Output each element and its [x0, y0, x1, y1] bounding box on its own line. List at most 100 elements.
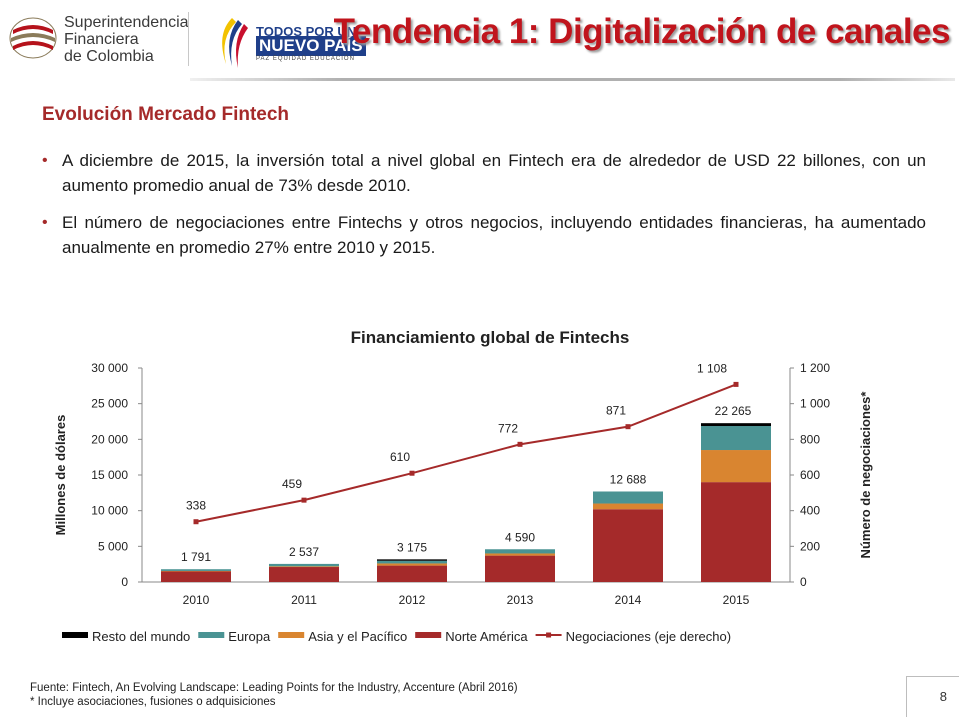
bar-total-label: 1 791	[181, 550, 211, 564]
legend-label: Resto del mundo	[92, 629, 190, 644]
legend-label: Negociaciones (eje derecho)	[566, 629, 731, 644]
slide-title: Tendencia 1: Digitalización de canales	[333, 12, 951, 51]
bar-segment-asia-y-el-pac-fico	[701, 450, 771, 483]
superintendencia-emblem-icon	[9, 17, 57, 59]
negotiations-point	[409, 470, 415, 476]
bar-total-label: 3 175	[397, 540, 427, 554]
page-number-box: 8	[906, 676, 959, 717]
legend-label: Norte América	[445, 629, 528, 644]
negotiations-label: 459	[282, 477, 302, 491]
y2-tick-label: 1 200	[800, 361, 830, 375]
bar-segment-resto-del-mundo	[701, 423, 771, 427]
footer: Fuente: Fintech, An Evolving Landscape: …	[30, 681, 518, 709]
negotiations-point	[517, 441, 523, 447]
bullet-icon: •	[42, 214, 48, 231]
y-tick-label: 0	[121, 575, 128, 589]
bar-segment-europa	[485, 549, 555, 554]
x-tick-label: 2014	[615, 593, 642, 607]
y-tick-label: 30 000	[91, 361, 128, 375]
page-number: 8	[939, 689, 947, 704]
bullet-item: • El número de negociaciones entre Finte…	[42, 210, 926, 260]
y2-tick-label: 200	[800, 539, 820, 553]
legend-swatch	[278, 632, 305, 638]
bar-segment-europa	[269, 563, 339, 567]
negotiations-label: 1 108	[697, 361, 727, 375]
x-tick-label: 2013	[507, 593, 534, 607]
y-tick-label: 20 000	[91, 432, 128, 446]
bar-segment-asia-y-el-pac-fico	[593, 503, 663, 510]
todos-por-un-nuevo-pais-logo: TODOS POR UN NUEVO PAÍS PAZ EQUIDAD EDUC…	[212, 14, 366, 70]
bar-segment-norte-am-rica	[377, 565, 447, 582]
bar-segment-norte-am-rica	[485, 555, 555, 582]
negotiations-label: 772	[498, 421, 518, 435]
negotiations-label: 871	[606, 404, 626, 418]
legend-label: Europa	[228, 629, 271, 644]
bar-total-label: 2 537	[289, 545, 319, 559]
bullet-text: A diciembre de 2015, la inversión total …	[62, 151, 926, 195]
y2-tick-label: 0	[800, 575, 807, 589]
legend-label: Asia y el Pacífico	[308, 629, 407, 644]
campaign-line-2: NUEVO PAÍS	[256, 36, 366, 56]
bar-total-label: 22 265	[715, 404, 752, 418]
colombia-flag-swoosh-icon	[222, 18, 248, 68]
y-tick-label: 15 000	[91, 468, 128, 482]
bar-segment-norte-am-rica	[161, 571, 231, 582]
bar-segment-asia-y-el-pac-fico	[161, 570, 231, 572]
bar-segment-norte-am-rica	[593, 509, 663, 582]
y2-tick-label: 800	[800, 432, 820, 446]
x-tick-label: 2015	[723, 593, 750, 607]
bullet-item: • A diciembre de 2015, la inversión tota…	[42, 148, 926, 198]
campaign-line-1: TODOS POR UN	[256, 24, 357, 39]
bar-total-label: 12 688	[610, 472, 647, 486]
negotiations-label: 610	[390, 450, 410, 464]
bar-total-label: 4 590	[505, 530, 535, 544]
legend-swatch	[62, 632, 88, 638]
logo-divider	[188, 12, 189, 66]
bar-segment-asia-y-el-pac-fico	[377, 563, 447, 566]
legend-marker	[546, 632, 552, 638]
bar-segment-europa	[377, 560, 447, 564]
y-tick-label: 25 000	[91, 397, 128, 411]
footnote: * Incluye asociaciones, fusiones o adqui…	[30, 696, 276, 708]
header-rule	[190, 78, 955, 81]
superintendencia-logo: Superintendencia Financiera de Colombia	[8, 12, 189, 70]
negotiations-point	[733, 381, 739, 387]
negotiations-point	[301, 497, 307, 503]
y2-tick-label: 600	[800, 468, 820, 482]
org-line-1: Superintendencia	[64, 14, 189, 31]
bar-segment-asia-y-el-pac-fico	[269, 566, 339, 568]
bar-segment-norte-am-rica	[269, 567, 339, 582]
bar-segment-asia-y-el-pac-fico	[485, 553, 555, 556]
bar-segment-europa	[593, 491, 663, 504]
negotiations-point	[193, 519, 199, 525]
negotiations-line	[195, 383, 737, 523]
x-tick-label: 2011	[291, 593, 317, 607]
header: Superintendencia Financiera de Colombia …	[0, 0, 960, 81]
y-axis-title: Millones de dólares	[53, 415, 68, 536]
y2-tick-label: 1 000	[800, 397, 830, 411]
legend-swatch	[198, 632, 225, 638]
fintech-funding-chart: Financiamiento global de Fintechs 0 5 000 1…	[53, 328, 873, 644]
y-tick-label: 10 000	[91, 504, 128, 518]
negotiations-point	[625, 424, 631, 430]
bullet-icon: •	[42, 152, 48, 169]
source-note: Fuente: Fintech, An Evolving Landscape: …	[30, 682, 518, 694]
x-tick-label: 2010	[183, 593, 210, 607]
y2-axis-title: Número de negociaciones*	[858, 391, 873, 559]
bar-segment-europa	[161, 569, 231, 571]
y2-tick-label: 400	[800, 504, 820, 518]
campaign-tagline: PAZ EQUIDAD EDUCACIÓN	[256, 56, 355, 62]
bullet-list: • A diciembre de 2015, la inversión tota…	[42, 148, 926, 272]
chart-title: Financiamiento global de Fintechs	[351, 328, 630, 347]
section-title: Evolución Mercado Fintech	[42, 104, 290, 125]
org-line-2: Financiera	[64, 31, 139, 48]
x-tick-label: 2012	[399, 593, 426, 607]
bar-segment-resto-del-mundo	[377, 559, 447, 561]
legend-swatch	[415, 632, 442, 638]
org-line-3: de Colombia	[64, 48, 154, 65]
bar-segment-norte-am-rica	[701, 482, 771, 582]
y-tick-label: 5 000	[98, 539, 128, 553]
bar-segment-europa	[701, 426, 771, 451]
bullet-text: El número de negociaciones entre Fintech…	[62, 213, 926, 257]
negotiations-label: 338	[186, 499, 206, 513]
